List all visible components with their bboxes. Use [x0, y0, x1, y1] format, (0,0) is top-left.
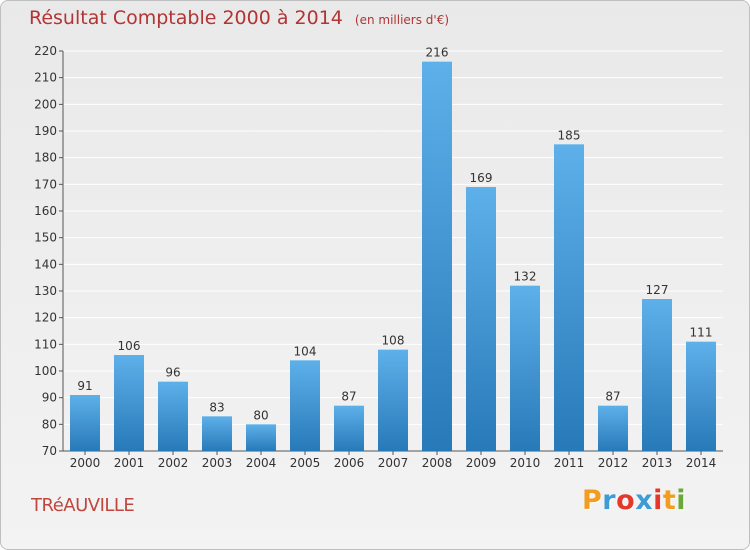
value-label-2009: 169 — [470, 171, 493, 185]
logo-letter: o — [616, 485, 636, 516]
bar-2003 — [202, 416, 232, 451]
value-label-2013: 127 — [646, 283, 669, 297]
chart-title: Résultat Comptable 2000 à 2014 (en millie… — [29, 7, 449, 29]
x-tick-label-2011: 2011 — [554, 456, 585, 470]
y-tick-label: 180 — [34, 151, 57, 165]
x-tick-label-2001: 2001 — [114, 456, 145, 470]
value-label-2000: 91 — [77, 379, 92, 393]
x-tick-label-2000: 2000 — [70, 456, 101, 470]
axes: 7080901001101201301401501601701801902002… — [34, 44, 723, 470]
chart-title-text: Résultat Comptable 2000 à 2014 — [29, 7, 343, 29]
value-label-2011: 185 — [558, 128, 581, 142]
bar-2010 — [510, 285, 540, 451]
y-tick-label: 90 — [42, 391, 57, 405]
bar-2004 — [246, 424, 276, 451]
y-tick-label: 70 — [42, 444, 57, 458]
x-tick-label-2006: 2006 — [334, 456, 365, 470]
x-tick-label-2005: 2005 — [290, 456, 321, 470]
bar-2005 — [290, 360, 320, 451]
bar-2014 — [686, 341, 716, 451]
y-tick-label: 190 — [34, 124, 57, 138]
value-label-2014: 111 — [690, 326, 713, 340]
logo-letter: t — [662, 485, 677, 516]
y-tick-label: 130 — [34, 284, 57, 298]
x-tick-label-2003: 2003 — [202, 456, 233, 470]
bar-2002 — [158, 381, 188, 451]
value-label-2012: 87 — [605, 390, 620, 404]
y-tick-label: 170 — [34, 177, 57, 191]
y-tick-label: 120 — [34, 311, 57, 325]
value-label-2008: 216 — [426, 46, 449, 60]
value-label-2006: 87 — [341, 390, 356, 404]
x-tick-label-2012: 2012 — [598, 456, 629, 470]
value-label-2004: 80 — [253, 408, 268, 422]
commune-name: TRéAUVILLE — [31, 495, 135, 516]
logo-letter: r — [602, 485, 617, 516]
value-label-2005: 104 — [294, 344, 317, 358]
x-tick-label-2010: 2010 — [510, 456, 541, 470]
bar-2012 — [598, 405, 628, 451]
bar-2007 — [378, 349, 408, 451]
x-tick-label-2009: 2009 — [466, 456, 497, 470]
x-tick-label-2014: 2014 — [686, 456, 717, 470]
logo-letter: i — [676, 485, 687, 516]
bar-2000 — [70, 395, 100, 451]
chart-unit: (en milliers d'€) — [354, 13, 450, 27]
value-label-2010: 132 — [514, 270, 537, 284]
proxiti-logo: Proxiti — [582, 485, 686, 516]
y-tick-label: 80 — [42, 417, 57, 431]
y-tick-label: 210 — [34, 71, 57, 85]
value-label-2007: 108 — [382, 334, 405, 348]
value-label-2003: 83 — [209, 400, 224, 414]
x-tick-label-2007: 2007 — [378, 456, 409, 470]
value-label-2001: 106 — [118, 339, 141, 353]
y-tick-label: 220 — [34, 44, 57, 58]
bar-2008 — [422, 61, 452, 452]
x-tick-label-2002: 2002 — [158, 456, 189, 470]
y-tick-label: 110 — [34, 337, 57, 351]
bars — [70, 61, 716, 452]
y-tick-label: 140 — [34, 257, 57, 271]
x-tick-label-2013: 2013 — [642, 456, 673, 470]
logo-letter: P — [582, 485, 603, 516]
y-tick-label: 160 — [34, 204, 57, 218]
x-tick-label-2004: 2004 — [246, 456, 277, 470]
labels: 91 106 96 83 80 104 87 108 216 169 132 185 87 127 111 — [77, 46, 712, 423]
y-tick-label: 100 — [34, 364, 57, 378]
y-tick-label: 200 — [34, 97, 57, 111]
value-label-2002: 96 — [165, 366, 180, 380]
logo-letter: x — [635, 485, 654, 516]
bar-2006 — [334, 405, 364, 451]
logo-letter: i — [653, 485, 663, 516]
x-tick-label-2008: 2008 — [422, 456, 453, 470]
bar-2001 — [114, 355, 144, 451]
bar-2011 — [554, 144, 584, 452]
bar-2013 — [642, 299, 672, 451]
y-tick-label: 150 — [34, 231, 57, 245]
bar-2009 — [466, 187, 496, 451]
